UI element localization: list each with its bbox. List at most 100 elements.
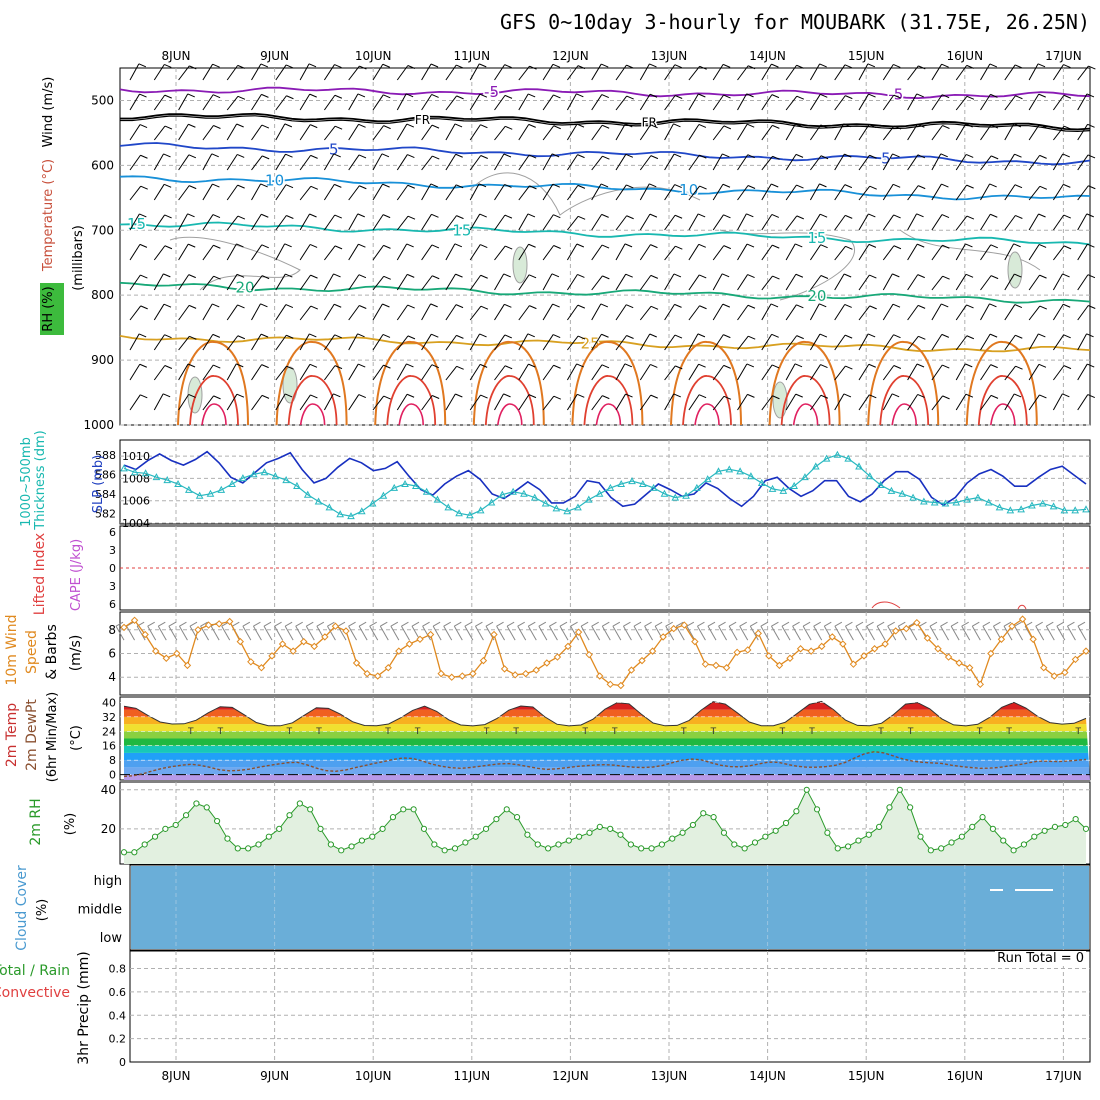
wind-barb-flag — [529, 185, 537, 190]
sfc-wind-barb-flag — [485, 621, 494, 627]
wind-barb-flag — [772, 155, 780, 160]
sfc-wind-barb — [1066, 625, 1076, 641]
wind-barb-flag — [941, 214, 950, 219]
wind-barb — [1028, 364, 1040, 381]
sfc-wind-barb-flag — [411, 621, 420, 627]
sfc-wind-barb — [263, 625, 273, 641]
wind-barb-flag — [309, 333, 317, 338]
wind-speed-point — [870, 645, 879, 653]
wind-barb-flag — [820, 275, 829, 279]
wind-barb — [639, 124, 651, 141]
wind-barb-flag — [772, 124, 780, 129]
sfc-wind-barb-flag — [506, 621, 515, 627]
wind-barb — [348, 394, 360, 411]
wind-barb — [469, 155, 482, 171]
sfc-wind-barb-flag — [284, 621, 293, 627]
wind-barb-flag — [455, 153, 463, 158]
wind-speed-point — [448, 673, 456, 681]
wind-barb — [348, 154, 360, 171]
wind-barb — [931, 214, 943, 231]
sfc-wind-barb — [1014, 625, 1024, 641]
wind-barb-flag — [966, 64, 974, 69]
wind-barb — [809, 183, 820, 201]
wind-barb — [226, 274, 238, 291]
wind-barb — [615, 154, 627, 171]
rh-point — [151, 833, 159, 840]
wind-barb-flag — [820, 124, 828, 129]
wind-barb-flag — [432, 275, 440, 280]
upper-wind-barbs — [129, 63, 1096, 411]
wind-barb-flag — [625, 123, 633, 128]
wind-barb-flag — [601, 94, 609, 99]
wind-barb-flag — [649, 93, 658, 98]
wind-speed-point — [627, 666, 636, 674]
wind-barb — [445, 153, 457, 171]
wind-barb-flag — [747, 154, 755, 159]
wind-barb-flag — [189, 185, 197, 190]
wind-barb — [688, 213, 699, 231]
wind-barb — [639, 93, 651, 111]
wind-barb — [1004, 184, 1016, 201]
wind-barb-flag — [990, 93, 998, 98]
wind-barb-flag — [237, 184, 245, 189]
wind-barb — [1077, 154, 1089, 171]
ytick-thickness: 582 — [95, 507, 116, 520]
wind-barb — [445, 95, 457, 111]
wind-barb — [421, 275, 433, 291]
rh-point — [813, 806, 821, 813]
wind-barb — [907, 363, 918, 381]
wind-barb — [737, 363, 748, 381]
wind-barb-flag — [188, 123, 196, 128]
wind-barb — [955, 393, 967, 411]
isotherm-30-loop — [768, 340, 841, 426]
wind-barb-flag — [308, 63, 317, 68]
wind-barb-flag — [212, 333, 221, 338]
wind-barb-flag — [577, 304, 586, 309]
rh-point — [648, 845, 655, 852]
wind-barb-flag — [334, 334, 342, 339]
isotherm-40-loop — [201, 403, 227, 426]
wind-barb — [639, 364, 651, 381]
wind-barb — [761, 214, 773, 231]
wind-barb-flag — [698, 363, 706, 368]
wind-barb — [445, 304, 457, 321]
wind-speed-point — [384, 664, 392, 672]
minmax-marker: T — [710, 727, 717, 737]
isotherm-FR — [120, 112, 1091, 131]
temp-band — [124, 701, 1090, 703]
wind-barb — [542, 125, 555, 141]
sfc-wind-barb — [115, 625, 125, 641]
wind-barb — [639, 275, 652, 291]
wind-speed-point — [194, 626, 202, 634]
wind-barb — [1077, 243, 1088, 261]
wind-barb — [129, 93, 140, 111]
wind-barb — [1004, 273, 1015, 291]
rh-point — [482, 825, 490, 832]
thickness-point — [487, 498, 496, 506]
wind-speed-point — [754, 629, 762, 638]
wind-barb-flag — [771, 94, 780, 99]
wind-barb — [664, 95, 676, 111]
wind-barb — [566, 65, 579, 81]
wind-barb-flag — [576, 363, 584, 368]
wind-barb-flag — [918, 65, 926, 70]
wind-barb — [785, 123, 796, 141]
wind-barb — [153, 125, 166, 141]
wind-barb-flag — [916, 213, 924, 218]
wind-barb-flag — [892, 183, 901, 188]
wind-barb-flag — [626, 95, 634, 100]
wind-barb-flag — [941, 333, 950, 338]
wind-barb — [178, 394, 190, 411]
thickness-point — [466, 511, 474, 519]
wind-barb — [785, 243, 796, 261]
wind-barb-flag — [139, 213, 147, 218]
wind-barb-flag — [358, 274, 367, 279]
temp-band — [124, 731, 1090, 739]
wind-barb-flag — [1014, 273, 1022, 278]
wind-barb-flag — [381, 153, 390, 158]
sfc-wind-barb-flag — [623, 621, 631, 627]
wind-barb — [372, 94, 384, 111]
wind-barb — [737, 274, 749, 291]
sfc-wind-barb — [432, 625, 442, 641]
thickness-point — [357, 507, 366, 515]
